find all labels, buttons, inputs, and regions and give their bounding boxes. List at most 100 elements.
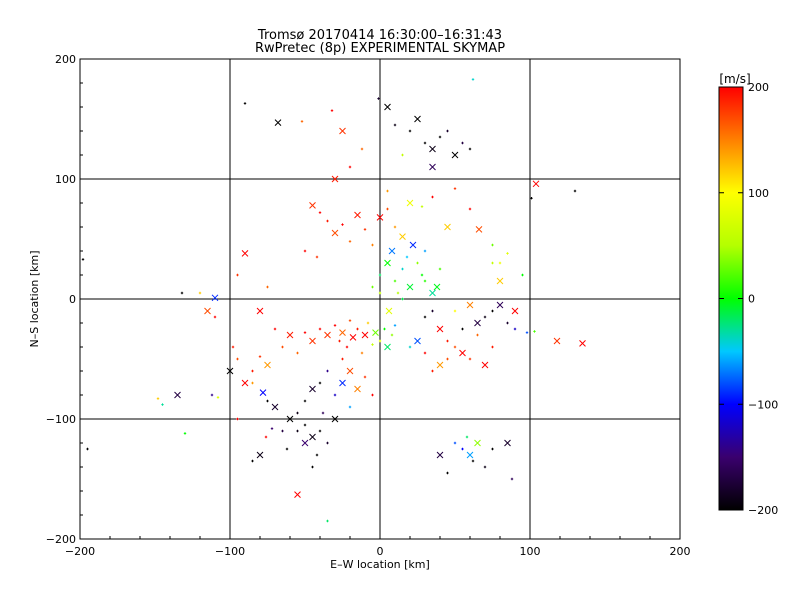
data-point-plus bbox=[491, 345, 494, 349]
data-point-cross bbox=[466, 451, 474, 459]
data-point-plus bbox=[393, 324, 397, 327]
data-point-plus bbox=[266, 285, 269, 289]
data-point-cross bbox=[274, 119, 282, 126]
data-point-cross bbox=[346, 367, 354, 375]
y-tick-label: 0 bbox=[69, 293, 76, 306]
data-point-cross bbox=[388, 247, 396, 255]
data-point-cross bbox=[409, 241, 417, 249]
data-point-plus bbox=[446, 357, 449, 361]
data-point-plus bbox=[333, 324, 337, 327]
data-point-plus bbox=[86, 447, 89, 451]
data-point-cross bbox=[553, 337, 561, 345]
data-point-plus bbox=[236, 417, 239, 421]
x-tick-label: −100 bbox=[215, 545, 245, 558]
data-point-plus bbox=[378, 273, 382, 277]
data-point-plus bbox=[315, 255, 319, 259]
data-point-cross bbox=[271, 403, 279, 411]
data-point-plus bbox=[405, 255, 409, 259]
data-point-plus bbox=[348, 319, 352, 322]
data-point-cross bbox=[349, 334, 357, 341]
data-point-cross bbox=[466, 301, 474, 309]
data-point-plus bbox=[461, 327, 464, 331]
data-point-plus bbox=[423, 351, 427, 355]
data-point-cross bbox=[436, 325, 444, 333]
data-point-plus bbox=[366, 321, 370, 325]
data-point-plus bbox=[296, 351, 299, 355]
data-point-cross bbox=[354, 211, 361, 219]
data-point-plus bbox=[420, 205, 424, 208]
data-point-plus bbox=[378, 291, 382, 295]
y-tick-label: −200 bbox=[46, 533, 76, 546]
data-point-plus bbox=[360, 351, 364, 355]
data-point-cross bbox=[414, 337, 421, 345]
data-point-plus bbox=[318, 327, 322, 331]
data-point-cross bbox=[241, 250, 249, 257]
data-point-cross bbox=[444, 223, 451, 231]
data-point-cross bbox=[414, 115, 421, 123]
data-point-plus bbox=[363, 375, 367, 379]
data-point-cross bbox=[436, 361, 444, 369]
data-point-plus bbox=[251, 369, 254, 373]
data-point-cross bbox=[496, 301, 504, 309]
data-point-cross bbox=[286, 331, 294, 339]
data-point-plus bbox=[303, 423, 307, 427]
data-point-plus bbox=[476, 333, 479, 337]
data-point-plus bbox=[348, 240, 352, 243]
data-point-cross bbox=[264, 361, 271, 369]
data-point-plus bbox=[213, 315, 217, 319]
data-point-cross bbox=[474, 319, 481, 327]
data-point-plus bbox=[416, 261, 419, 265]
x-tick-label: −200 bbox=[65, 545, 95, 558]
data-point-plus bbox=[530, 197, 533, 200]
data-point-plus bbox=[311, 465, 314, 469]
data-point-plus bbox=[330, 109, 334, 112]
data-point-cross bbox=[399, 233, 406, 240]
x-tick-label: 100 bbox=[520, 545, 541, 558]
data-point-plus bbox=[513, 327, 517, 331]
data-point-cross bbox=[331, 229, 339, 237]
data-point-plus bbox=[318, 381, 322, 385]
data-point-plus bbox=[483, 465, 487, 469]
data-point-plus bbox=[471, 78, 475, 81]
data-point-plus bbox=[471, 459, 475, 463]
data-point-plus bbox=[423, 279, 427, 283]
data-point-plus bbox=[573, 189, 577, 193]
data-point-plus bbox=[453, 441, 457, 445]
data-point-plus bbox=[296, 411, 299, 415]
data-point-plus bbox=[236, 357, 239, 361]
data-point-plus bbox=[386, 207, 389, 211]
data-point-plus bbox=[303, 399, 307, 403]
data-point-cross bbox=[226, 367, 234, 375]
data-point-plus bbox=[420, 273, 424, 277]
data-point-plus bbox=[348, 405, 352, 409]
data-point-plus bbox=[453, 187, 457, 190]
data-point-plus bbox=[371, 243, 374, 247]
data-point-cross bbox=[385, 307, 393, 315]
data-point-cross bbox=[406, 283, 414, 291]
data-point-plus bbox=[231, 345, 235, 349]
data-point-plus bbox=[393, 123, 397, 127]
data-point-plus bbox=[401, 153, 404, 157]
data-point-plus bbox=[461, 447, 464, 451]
data-point-cross bbox=[204, 307, 211, 315]
data-point-plus bbox=[491, 243, 494, 247]
data-point-plus bbox=[216, 396, 220, 399]
data-point-plus bbox=[390, 333, 394, 337]
data-point-plus bbox=[423, 141, 427, 145]
data-point-plus bbox=[360, 147, 364, 151]
data-point-plus bbox=[356, 327, 359, 331]
data-point-cross bbox=[511, 307, 519, 315]
data-point-plus bbox=[431, 369, 434, 373]
data-point-plus bbox=[377, 97, 380, 100]
data-point-plus bbox=[296, 429, 299, 433]
data-point-cross bbox=[459, 349, 466, 357]
data-point-plus bbox=[371, 343, 374, 346]
data-point-plus bbox=[321, 411, 325, 415]
data-point-cross bbox=[384, 103, 391, 111]
data-point-plus bbox=[491, 309, 494, 313]
data-point-cross bbox=[331, 415, 339, 423]
data-point-plus bbox=[210, 393, 214, 397]
data-point-plus bbox=[156, 397, 160, 400]
data-point-cross bbox=[309, 337, 316, 345]
data-point-plus bbox=[348, 165, 352, 169]
